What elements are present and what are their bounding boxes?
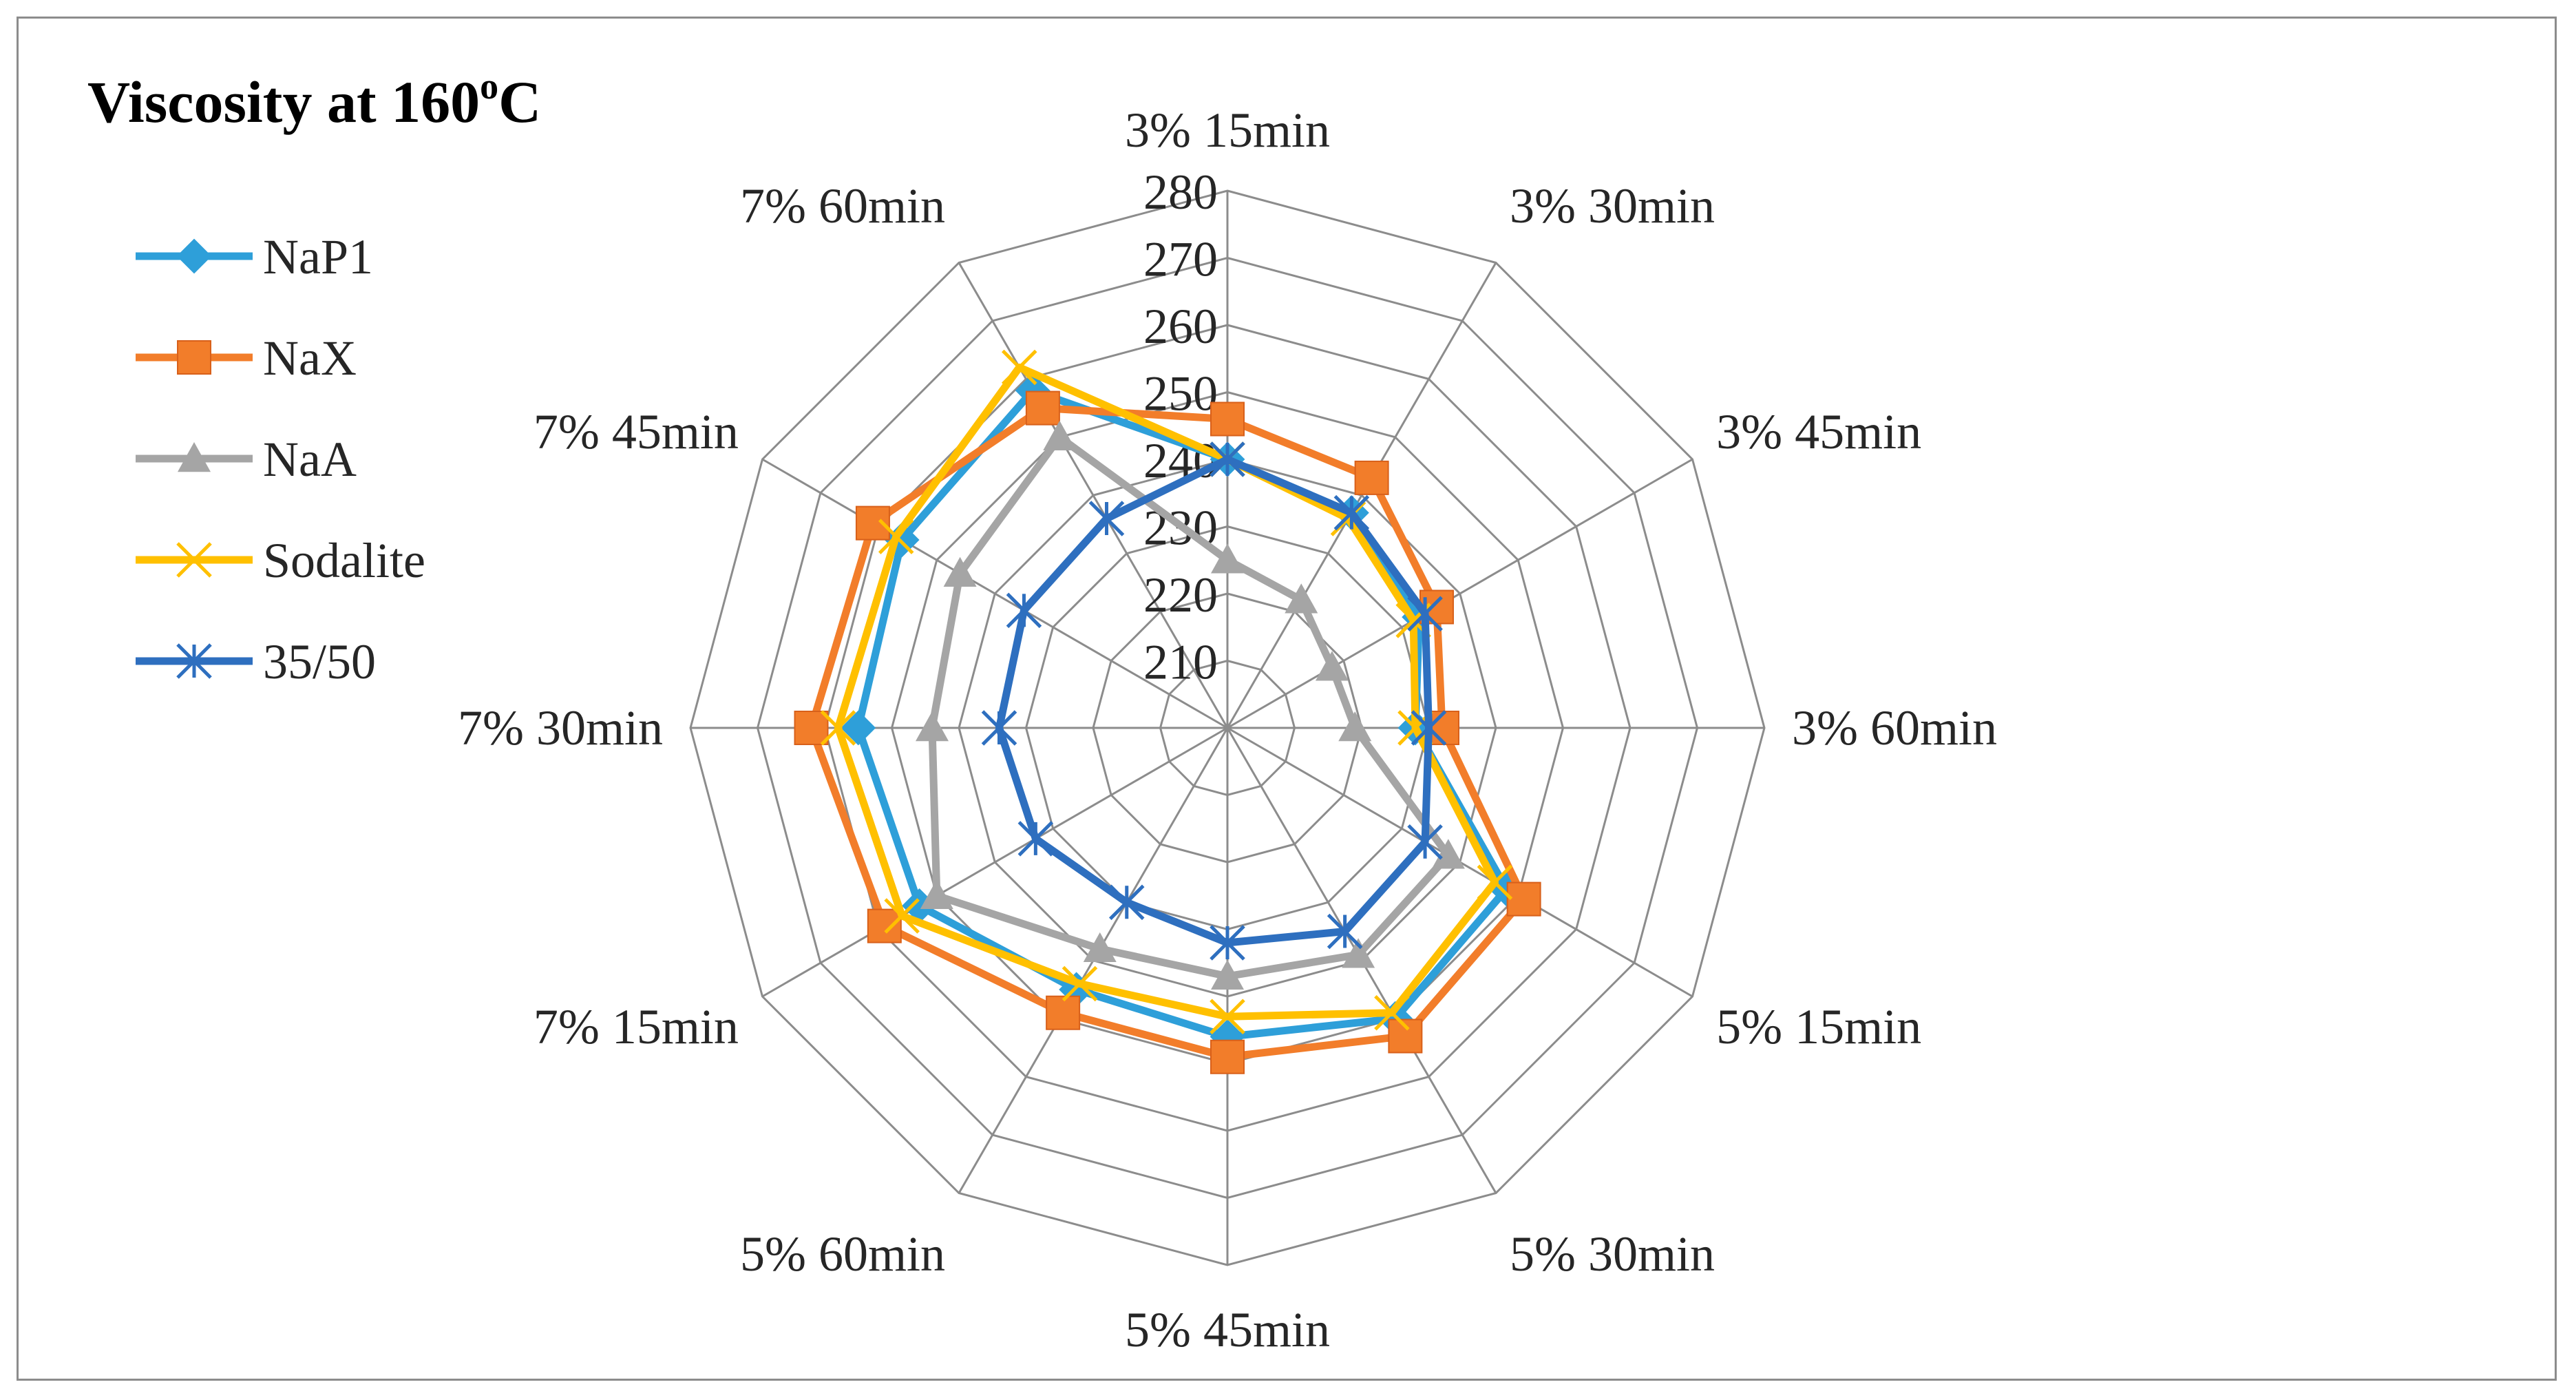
data-point-35-50-3-15min [1210,441,1245,477]
data-point-nax-7-30min [794,711,829,745]
data-point-naa-3-45min [1315,651,1349,681]
category-labels: 3% 15min 3% 30min 3% 45min 3% 60min 5% 15min… [458,103,1997,1357]
data-point-nap1-7-30min [841,710,876,746]
data-point-sodalite-5-60min [1062,965,1098,1002]
data-point-35-50-5-15min [1407,824,1443,860]
legend: NaP1 NaX NaA Sodalite 35/50 [136,229,425,689]
radar-chart: Viscosity at 160oC 210220230240250260270… [87,65,1997,1357]
data-point-sodalite-7-15min [884,898,920,934]
data-point-35-50-5-45min [1210,925,1245,961]
legend-marker-nap1 [176,238,212,274]
data-point-naa-5-15min [1431,839,1465,869]
data-point-nax-7-15min [867,908,902,943]
legend-marker-35-50 [176,643,212,679]
tick-label-270: 270 [1143,232,1218,287]
data-point-35-50-7-30min [981,710,1017,746]
legend-label-sodalite: Sodalite [263,533,425,588]
data-point-sodalite-5-30min [1374,994,1410,1031]
data-point-naa-3-30min [1285,583,1318,614]
category-label-5-30min: 5% 30min [1510,1226,1715,1282]
category-label-7-30min: 7% 30min [458,700,663,755]
data-point-35-50-3-30min [1333,494,1370,531]
legend-item-sodalite: Sodalite [136,533,425,588]
category-label-3-15min: 3% 15min [1125,103,1330,158]
data-point-35-50-3-45min [1407,596,1443,632]
data-point-nax-3-30min [1354,460,1389,495]
data-point-naa-5-30min [1342,938,1375,968]
gridline-220 [1092,592,1363,864]
legend-label-nax: NaX [263,331,357,386]
tick-label-210: 210 [1143,635,1218,690]
data-point-naa-7-30min [916,711,949,742]
chart-title: Viscosity at 160oC [87,65,541,135]
series-35-50 [981,441,1447,961]
gridline-240 [958,458,1497,998]
data-point-naa-5-60min [1083,932,1117,963]
data-point-35-50-7-15min [1017,821,1054,857]
tick-label-280: 280 [1143,165,1218,220]
category-label-7-15min: 7% 15min [534,999,739,1054]
category-label-5-45min: 5% 45min [1125,1302,1330,1357]
data-point-naa-7-15min [920,879,953,909]
data-point-nax-5-45min [1210,1039,1245,1074]
data-point-naa-3-15min [1211,543,1244,574]
data-point-nax-7-60min [1025,390,1060,426]
gridline-280 [689,189,1766,1266]
category-label-5-15min: 5% 15min [1716,999,1921,1054]
data-point-nax-5-60min [1046,995,1081,1030]
legend-marker-nax [177,340,211,375]
chart-title-sup: o [480,65,498,107]
data-point-sodalite-7-60min [1001,349,1037,386]
data-point-35-50-3-60min [1411,710,1447,746]
legend-marker-sodalite [176,542,212,578]
data-point-sodalite-5-45min [1210,999,1245,1035]
data-point-naa-7-60min [1043,420,1077,451]
category-label-3-60min: 3% 60min [1792,700,1997,755]
legend-item-naa: NaA [136,432,357,487]
category-label-7-60min: 7% 60min [740,178,945,233]
chart-frame: Viscosity at 160oC 210 220 230 240 250 260 270… [17,17,2557,1381]
data-point-35-50-5-60min [1108,884,1145,921]
category-label-3-45min: 3% 45min [1716,404,1921,459]
data-point-sodalite-7-30min [820,710,856,746]
data-point-sodalite-7-45min [878,519,914,554]
legend-item-nax: NaX [136,331,357,386]
chart-title-end: C [498,69,541,135]
category-label-5-60min: 5% 60min [740,1226,945,1282]
legend-item-35-50: 35/50 [136,634,376,689]
data-point-nax-3-15min [1210,401,1245,437]
legend-label-naa: NaA [263,432,357,487]
gridline-210 [1159,659,1296,797]
legend-label-nap1: NaP1 [263,229,373,284]
tick-label-220: 220 [1143,567,1218,623]
data-point-sodalite-5-15min [1477,864,1513,901]
gridline-270 [756,256,1699,1200]
category-label-3-30min: 3% 30min [1510,178,1715,233]
data-point-35-50-7-45min [1006,592,1042,629]
data-point-naa-3-60min [1338,711,1372,742]
category-label-7-45min: 7% 45min [534,404,739,459]
data-point-nax-5-15min [1506,881,1541,917]
series-layer [794,349,1541,1074]
series-naa [916,420,1465,990]
legend-marker-naa [178,442,211,472]
chart-title-main: Viscosity at 160 [87,69,480,135]
legend-label-35-50: 35/50 [263,634,376,689]
data-point-35-50-5-30min [1327,913,1363,950]
data-point-naa-5-45min [1211,959,1244,990]
data-point-naa-7-45min [943,556,977,587]
legend-item-nap1: NaP1 [136,229,373,284]
data-point-35-50-7-60min [1088,501,1125,536]
tick-label-260: 260 [1143,299,1218,354]
